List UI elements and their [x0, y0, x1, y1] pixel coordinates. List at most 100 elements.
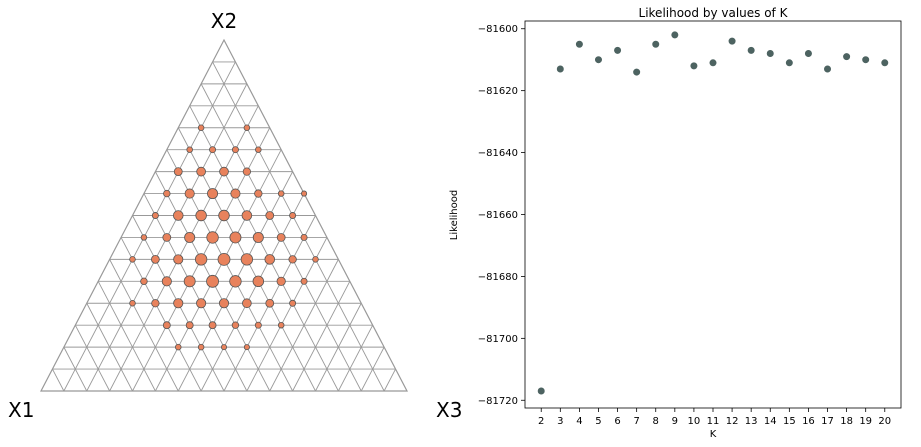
- ternary-point: [242, 167, 252, 176]
- x-axis-ticks: 2 3 4 5 6 7 8 9 10 11 12 13 14 15 16 17 18 19 20: [538, 408, 891, 427]
- y-tick-label: −81720: [478, 396, 518, 407]
- y-axis-title: Likelihood: [449, 190, 460, 240]
- ternary-point: [230, 188, 241, 199]
- ternary-point: [241, 210, 253, 221]
- x-tick-label: 4: [576, 416, 582, 427]
- ternary-point: [208, 321, 217, 330]
- likelihood-point: [766, 50, 774, 58]
- likelihood-point: [709, 59, 717, 67]
- corner-label-x3: X3: [436, 398, 462, 422]
- ternary-point: [184, 188, 195, 199]
- likelihood-point: [785, 59, 793, 67]
- likelihood-point: [556, 65, 564, 73]
- ternary-point: [161, 276, 172, 287]
- y-axis-ticks: −81600 −81620 −81640 −81660 −81680 −81700 −817…: [478, 24, 525, 407]
- ternary-point: [265, 298, 275, 308]
- x-tick-label: 10: [688, 416, 701, 427]
- ternary-point: [150, 254, 160, 264]
- x-tick-label: 3: [557, 416, 563, 427]
- x-tick-label: 20: [878, 416, 891, 427]
- likelihood-point: [652, 40, 660, 48]
- corner-label-x1: X1: [8, 398, 34, 422]
- grid-line-left: [120, 237, 202, 392]
- ternary-point: [301, 190, 308, 197]
- ternary-point: [129, 256, 136, 263]
- x-tick-label: 11: [707, 416, 720, 427]
- x-axis-title: K: [710, 429, 717, 440]
- x-tick-label: 14: [764, 416, 777, 427]
- y-tick-label: −81640: [478, 148, 518, 159]
- ternary-point: [243, 124, 251, 132]
- ternary-point: [312, 256, 319, 263]
- ternary-point: [229, 231, 242, 244]
- ternary-point: [276, 276, 286, 286]
- y-tick-label: −81700: [478, 334, 518, 345]
- x-tick-label: 18: [840, 416, 853, 427]
- plot-title: Likelihood by values of K: [639, 6, 789, 20]
- ternary-point: [184, 231, 196, 243]
- ternary-point: [255, 146, 262, 153]
- likelihood-point: [614, 46, 622, 54]
- y-tick-label: −81680: [478, 272, 518, 283]
- grid-line-right: [109, 105, 259, 392]
- ternary-point: [229, 275, 242, 288]
- x-tick-label: 5: [595, 416, 601, 427]
- ternary-point: [173, 254, 184, 265]
- ternary-point: [243, 344, 250, 351]
- grid-line-left: [52, 368, 65, 392]
- likelihood-points: [537, 31, 889, 395]
- ternary-point: [289, 299, 297, 307]
- ternary-points: [129, 124, 319, 351]
- y-tick-label: −81600: [478, 24, 518, 35]
- ternary-point: [220, 344, 228, 351]
- grid-line-right: [154, 149, 282, 392]
- likelihood-point: [575, 40, 583, 48]
- likelihood-point: [824, 65, 832, 73]
- ternary-point: [209, 146, 217, 154]
- x-tick-label: 12: [726, 416, 739, 427]
- plot-frame: [524, 20, 902, 409]
- ternary-point: [151, 299, 160, 308]
- ternary-point: [219, 166, 229, 177]
- ternary-point: [231, 146, 239, 154]
- ternary-point: [206, 274, 219, 288]
- ternary-point: [197, 124, 205, 132]
- likelihood-point: [537, 387, 545, 395]
- x-tick-label: 13: [745, 416, 758, 427]
- ternary-point: [185, 321, 194, 330]
- ternary-point: [162, 321, 171, 330]
- likelihood-plot: Likelihood by values of K −81600 −81620 −8…: [449, 6, 902, 440]
- ternary-point: [276, 233, 286, 242]
- ternary-point: [186, 146, 193, 153]
- ternary-point: [277, 190, 285, 197]
- triangle-outline: [40, 38, 408, 392]
- ternary-point: [218, 298, 230, 309]
- ternary-point: [163, 189, 171, 198]
- x-tick-label: 8: [653, 416, 659, 427]
- ternary-point: [151, 212, 159, 219]
- y-tick-label: −81620: [478, 86, 518, 97]
- grid-line-left: [189, 105, 339, 392]
- grid-line-left: [212, 61, 385, 392]
- ternary-point: [264, 254, 276, 265]
- likelihood-point: [843, 53, 851, 61]
- likelihood-point: [633, 68, 641, 76]
- likelihood-point: [690, 62, 698, 70]
- x-tick-label: 17: [821, 416, 834, 427]
- ternary-point: [254, 321, 262, 329]
- x-tick-label: 2: [538, 416, 544, 427]
- corner-label-x2: X2: [211, 9, 237, 33]
- ternary-point: [162, 233, 172, 242]
- x-tick-label: 6: [614, 416, 620, 427]
- ternary-point: [172, 210, 184, 221]
- ternary-point: [174, 343, 182, 351]
- likelihood-point: [747, 46, 755, 54]
- ternary-point: [242, 298, 252, 309]
- grid-line-left: [143, 193, 248, 392]
- grid-line-right: [337, 324, 374, 392]
- ternary-point: [129, 299, 136, 307]
- ternary-point: [240, 253, 254, 266]
- ternary-point: [173, 167, 183, 176]
- grid-line-right: [292, 281, 351, 392]
